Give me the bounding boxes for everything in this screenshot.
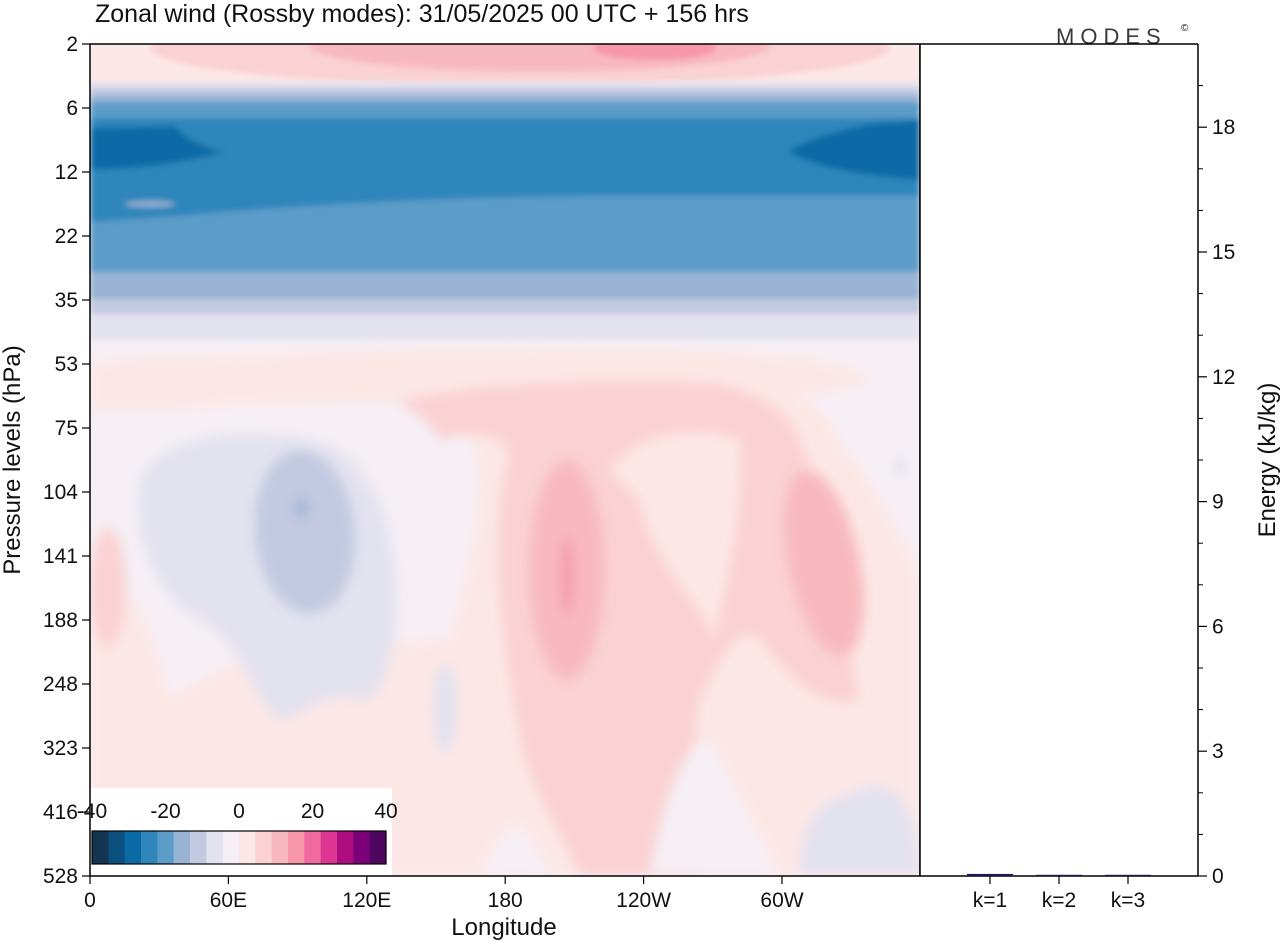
y-tick-label: 416	[43, 801, 78, 824]
y-tick-label: 2	[66, 33, 78, 56]
x-tick-label: 180	[488, 889, 523, 912]
colorbar-swatch	[320, 831, 338, 864]
zonal-wind-heatmap: -40 -20 0 20 40 0 60E 120E 180 120W 60W 2 6 12 22 35 5…	[0, 33, 921, 941]
colorbar-tick-label: 40	[374, 800, 397, 823]
x-tick-label: 120E	[342, 889, 391, 912]
energy-plot-area	[920, 44, 1198, 876]
x-axis-label: Longitude	[451, 914, 556, 941]
colorbar-swatch	[141, 831, 158, 864]
colorbar-swatch	[190, 831, 207, 864]
energy-tick-label: 12	[1212, 366, 1235, 389]
energy-tick-label: 15	[1212, 241, 1235, 264]
energy-bar	[967, 873, 1013, 876]
x-axis-ticks: 0 60E 120E 180 120W 60W	[84, 876, 804, 912]
heatmap-field	[90, 44, 920, 876]
y-tick-label: 12	[55, 161, 78, 184]
energy-tick-label: 18	[1212, 116, 1235, 139]
energy-category-label: k=3	[1111, 889, 1145, 912]
y-tick-label: 75	[55, 417, 78, 440]
brand-logo-mark: ©	[1181, 23, 1189, 34]
y-tick-label: 528	[43, 865, 78, 888]
colorbar-tick-label: 20	[301, 800, 324, 823]
colorbar-swatch	[304, 831, 322, 864]
energy-category-label: k=2	[1042, 889, 1076, 912]
colorbar-frame	[91, 830, 387, 865]
y-axis-ticks: 2 6 12 22 35 53 75 104 141 188 248 323 416 528	[43, 33, 90, 888]
energy-tick-label: 6	[1212, 615, 1224, 638]
y-tick-label: 188	[43, 609, 78, 632]
chart-title: Zonal wind (Rossby modes): 31/05/2025 00…	[95, 0, 749, 28]
negative-jet-bands	[90, 82, 920, 340]
energy-bar	[1036, 874, 1082, 876]
colorbar-swatch	[222, 831, 240, 864]
colorbar-tick-label: -20	[150, 800, 180, 823]
energy-axis-label: Energy (kJ/kg)	[1254, 383, 1280, 538]
energy-bar-panel: k=1 k=2 k=3 0 3 6 9 12 15 18 Energy (kJ/kg)	[919, 43, 1280, 912]
colorbar-tick-label: 0	[233, 800, 245, 823]
energy-bars	[967, 873, 1151, 876]
y-tick-label: 22	[55, 225, 78, 248]
colorbar	[91, 830, 387, 865]
energy-category-label: k=1	[973, 889, 1007, 912]
energy-category-labels: k=1 k=2 k=3	[973, 876, 1145, 912]
energy-axis-ticks: 0 3 6 9 12 15 18	[1198, 85, 1235, 888]
colorbar-swatch	[255, 831, 273, 864]
energy-bar	[1105, 874, 1151, 876]
colorbar-tick-label: -40	[77, 800, 107, 823]
colorbar-swatch	[157, 831, 175, 864]
y-tick-label: 141	[43, 545, 78, 568]
x-tick-label: 0	[84, 889, 96, 912]
energy-tick-label: 0	[1212, 865, 1224, 888]
x-tick-label: 120W	[616, 889, 671, 912]
y-tick-label: 53	[55, 353, 78, 376]
colorbar-swatch	[206, 831, 224, 864]
colorbar-swatch	[353, 831, 371, 864]
colorbar-swatch	[124, 831, 142, 864]
y-tick-label: 6	[66, 97, 78, 120]
colorbar-swatch	[173, 831, 191, 864]
x-tick-label: 60W	[760, 889, 803, 912]
y-axis-label: Pressure levels (hPa)	[0, 345, 26, 574]
colorbar-swatch	[92, 831, 109, 864]
colorbar-swatch	[288, 831, 305, 864]
colorbar-swatch	[271, 831, 289, 864]
negative-anomalies	[138, 434, 920, 876]
colorbar-swatch	[108, 831, 126, 864]
energy-tick-label: 9	[1212, 491, 1224, 514]
colorbar-swatch	[337, 831, 354, 864]
y-tick-label: 104	[43, 481, 78, 504]
colorbar-tick-labels: -40 -20 0 20 40	[77, 800, 398, 823]
colorbar-swatch	[239, 831, 256, 864]
colorbar-swatch	[369, 831, 387, 864]
y-tick-label: 323	[43, 737, 78, 760]
y-tick-label: 248	[43, 673, 78, 696]
energy-tick-label: 3	[1212, 740, 1224, 763]
x-tick-label: 60E	[210, 889, 247, 912]
y-tick-label: 35	[55, 289, 78, 312]
